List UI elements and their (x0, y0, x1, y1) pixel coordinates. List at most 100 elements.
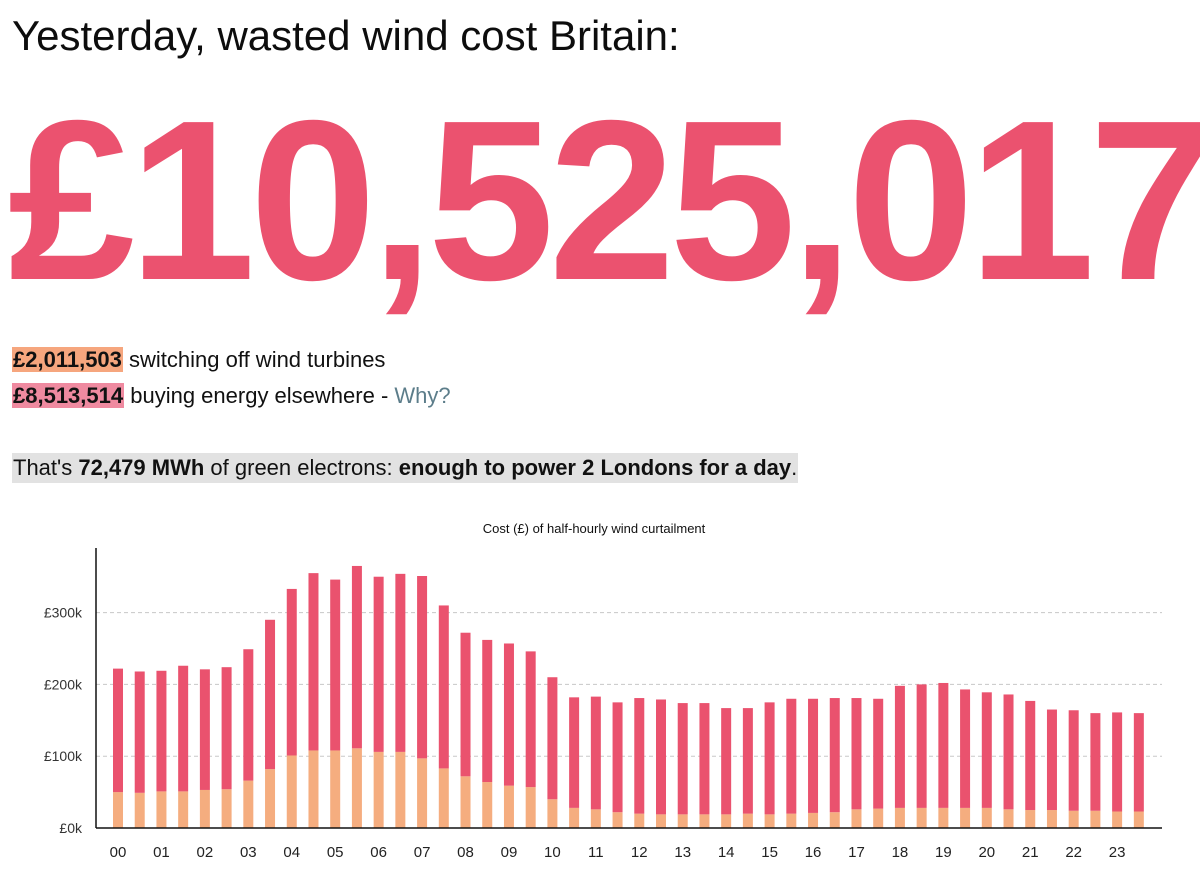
bar-buy_elsewhere (1025, 700, 1036, 811)
x-tick-label: 14 (718, 844, 735, 861)
x-tick-label: 09 (501, 844, 518, 861)
bar-switch_off (916, 807, 927, 828)
x-tick-label: 08 (457, 844, 474, 861)
bar-buy_elsewhere (199, 669, 210, 790)
summary-conclusion: enough to power 2 Londons for a day (398, 455, 792, 480)
bar-switch_off (265, 769, 276, 828)
bar-buy_elsewhere (243, 649, 254, 781)
bar-switch_off (547, 799, 558, 828)
x-tick-label: 11 (588, 844, 604, 861)
x-tick-label: 20 (978, 844, 995, 861)
bar-switch_off (395, 751, 406, 828)
bar-buy_elsewhere (351, 565, 362, 749)
x-tick-label: 06 (370, 844, 387, 861)
buy-elsewhere-amount: £8,513,514 (12, 383, 125, 408)
bar-switch_off (134, 792, 145, 828)
bar-switch_off (1003, 809, 1014, 828)
bar-buy_elsewhere (1112, 712, 1123, 812)
y-tick-label: £100k (44, 748, 83, 764)
bar-switch_off (178, 791, 189, 828)
bar-switch_off (656, 814, 666, 828)
bar-switch_off (808, 812, 819, 828)
x-tick-label: 15 (761, 844, 778, 861)
x-tick-label: 18 (892, 844, 909, 861)
bar-buy_elsewhere (525, 651, 536, 788)
bar-switch_off (938, 807, 949, 828)
chart-title: Cost (£) of half-hourly wind curtailment (483, 521, 706, 536)
bar-switch_off (373, 751, 384, 828)
x-tick-label: 19 (935, 844, 952, 861)
bar-buy_elsewhere (569, 697, 580, 808)
bar-buy_elsewhere (156, 670, 167, 792)
x-tick-label: 10 (544, 844, 561, 861)
bar-switch_off (612, 812, 623, 828)
breakdown-buy-elsewhere: £8,513,514 buying energy elsewhere - Why… (12, 382, 451, 410)
bar-buy_elsewhere (330, 579, 341, 751)
bar-buy_elsewhere (1003, 694, 1014, 810)
bar-buy_elsewhere (634, 698, 645, 814)
bar-switch_off (1090, 810, 1101, 828)
bar-switch_off (960, 807, 971, 828)
bar-switch_off (721, 814, 732, 828)
bar-switch_off (677, 814, 688, 828)
bar-switch_off (590, 809, 601, 828)
bar-buy_elsewhere (482, 639, 493, 783)
headline: Yesterday, wasted wind cost Britain: (12, 12, 680, 59)
bar-switch_off (894, 807, 905, 828)
bar-buy_elsewhere (395, 573, 406, 752)
bar-switch_off (286, 755, 297, 828)
bar-switch_off (764, 814, 775, 828)
bar-buy_elsewhere (221, 667, 232, 790)
bar-buy_elsewhere (417, 576, 428, 759)
bar-buy_elsewhere (460, 632, 471, 777)
bar-buy_elsewhere (960, 689, 971, 808)
bar-buy_elsewhere (786, 698, 797, 814)
bar-switch_off (742, 813, 753, 828)
bar-switch_off (417, 758, 428, 828)
bar-buy_elsewhere (178, 665, 189, 792)
axes (95, 548, 1162, 829)
total-cost: £10,525,017 (8, 74, 1200, 328)
x-tick-label: 17 (848, 844, 865, 861)
bar-switch_off (460, 776, 471, 828)
bar-buy_elsewhere (612, 702, 623, 813)
y-tick-label: £200k (44, 676, 83, 692)
y-axis-ticks: £0k £100k £200k £300k (44, 605, 83, 836)
switch-off-label: switching off wind turbines (129, 347, 386, 372)
bar-switch_off (308, 750, 319, 828)
x-tick-label: 07 (414, 844, 431, 861)
bar-buy_elsewhere (1068, 710, 1079, 811)
bar-buy_elsewhere (134, 671, 145, 793)
bars (113, 565, 1144, 828)
x-tick-label: 03 (240, 844, 257, 861)
bar-switch_off (199, 789, 210, 828)
bar-switch_off (873, 808, 884, 828)
bar-switch_off (699, 814, 710, 828)
bar-buy_elsewhere (721, 708, 732, 815)
x-tick-label: 04 (283, 844, 300, 861)
curtailment-chart: Cost (£) of half-hourly wind curtailment… (44, 521, 1162, 861)
summary-middle: of green electrons: (210, 455, 393, 480)
why-link[interactable]: Why? (394, 383, 451, 408)
bar-switch_off (221, 789, 232, 828)
bar-buy_elsewhere (286, 588, 297, 756)
bar-buy_elsewhere (373, 576, 384, 752)
bar-buy_elsewhere (438, 605, 449, 769)
summary-prefix: That's (13, 455, 73, 480)
bar-switch_off (1133, 811, 1144, 828)
bar-buy_elsewhere (742, 708, 753, 814)
x-tick-label: 00 (110, 844, 127, 861)
switch-off-amount: £2,011,503 (12, 347, 123, 372)
x-tick-label: 05 (327, 844, 344, 861)
bar-switch_off (113, 792, 123, 828)
bar-buy_elsewhere (503, 643, 514, 786)
x-tick-label: 01 (153, 844, 170, 861)
bar-buy_elsewhere (1046, 709, 1057, 811)
bar-buy_elsewhere (916, 684, 927, 808)
bar-switch_off (156, 791, 167, 828)
bar-buy_elsewhere (981, 692, 992, 808)
y-tick-label: £300k (44, 605, 83, 621)
bar-buy_elsewhere (851, 698, 862, 810)
y-tick-label: £0k (59, 820, 83, 836)
bar-switch_off (503, 785, 514, 828)
